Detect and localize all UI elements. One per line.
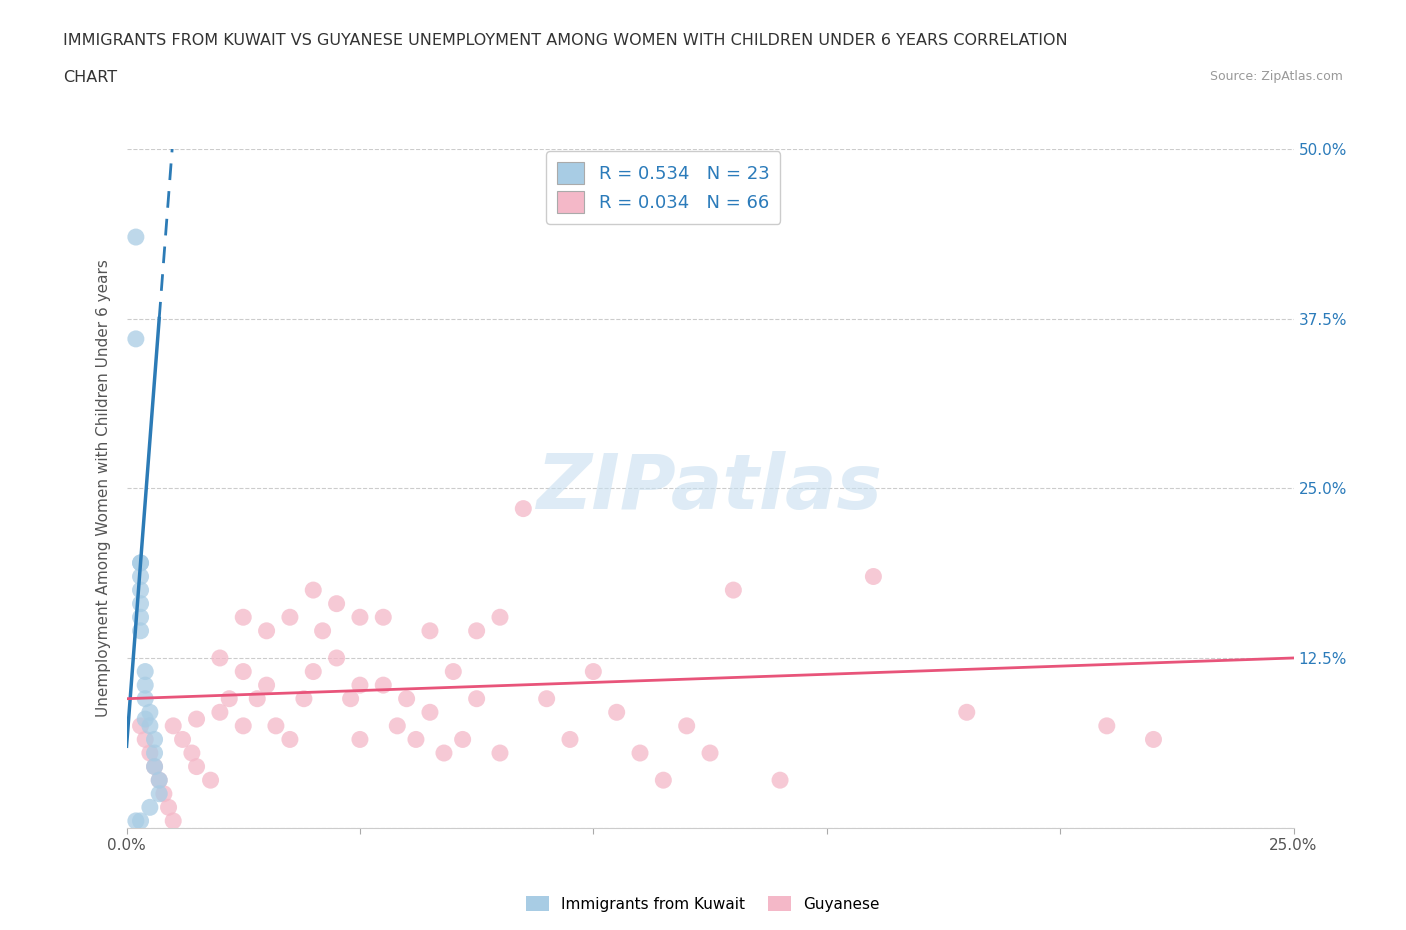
Point xyxy=(143,746,166,761)
Point xyxy=(218,691,240,706)
Point xyxy=(652,773,675,788)
Point xyxy=(129,596,152,611)
Point xyxy=(200,773,222,788)
Point xyxy=(278,610,301,625)
Point xyxy=(373,610,395,625)
Point xyxy=(339,691,361,706)
Point xyxy=(465,691,488,706)
Point xyxy=(232,719,254,734)
Point xyxy=(162,719,184,734)
Point xyxy=(512,501,534,516)
Point xyxy=(536,691,558,706)
Point xyxy=(148,773,170,788)
Point xyxy=(134,678,156,693)
Point xyxy=(302,664,325,679)
Point xyxy=(208,651,231,666)
Point xyxy=(186,759,208,774)
Point xyxy=(129,814,152,829)
Point xyxy=(148,773,170,788)
Point xyxy=(292,691,315,706)
Point xyxy=(699,746,721,761)
Point xyxy=(419,705,441,720)
Text: CHART: CHART xyxy=(63,70,117,85)
Point xyxy=(256,623,278,638)
Point xyxy=(278,732,301,747)
Point xyxy=(441,664,464,679)
Point xyxy=(489,746,512,761)
Point xyxy=(139,746,162,761)
Point xyxy=(433,746,456,761)
Point xyxy=(349,732,371,747)
Point xyxy=(162,814,184,829)
Point xyxy=(232,664,254,679)
Text: ZIPatlas: ZIPatlas xyxy=(537,451,883,525)
Point xyxy=(373,678,395,693)
Point xyxy=(172,732,194,747)
Point xyxy=(489,610,512,625)
Point xyxy=(129,555,152,570)
Point xyxy=(628,746,651,761)
Point xyxy=(419,623,441,638)
Point xyxy=(956,705,979,720)
Point xyxy=(129,623,152,638)
Point xyxy=(139,800,162,815)
Point xyxy=(186,711,208,726)
Point xyxy=(349,678,371,693)
Point xyxy=(311,623,333,638)
Point xyxy=(157,800,180,815)
Point xyxy=(606,705,628,720)
Legend: R = 0.534   N = 23, R = 0.034   N = 66: R = 0.534 N = 23, R = 0.034 N = 66 xyxy=(547,151,780,224)
Point xyxy=(180,746,202,761)
Point xyxy=(1095,719,1118,734)
Point xyxy=(395,691,418,706)
Point xyxy=(129,582,152,598)
Point xyxy=(125,814,148,829)
Point xyxy=(129,569,152,584)
Point xyxy=(208,705,231,720)
Point xyxy=(769,773,792,788)
Point xyxy=(325,651,347,666)
Text: IMMIGRANTS FROM KUWAIT VS GUYANESE UNEMPLOYMENT AMONG WOMEN WITH CHILDREN UNDER : IMMIGRANTS FROM KUWAIT VS GUYANESE UNEMP… xyxy=(63,33,1069,47)
Point xyxy=(143,732,166,747)
Point xyxy=(139,719,162,734)
Point xyxy=(582,664,605,679)
Point xyxy=(143,759,166,774)
Point xyxy=(153,787,176,802)
Point xyxy=(675,719,697,734)
Point xyxy=(264,719,287,734)
Point xyxy=(349,610,371,625)
Point xyxy=(134,711,156,726)
Point xyxy=(862,569,884,584)
Point xyxy=(723,582,745,598)
Point xyxy=(465,623,488,638)
Point xyxy=(405,732,427,747)
Y-axis label: Unemployment Among Women with Children Under 6 years: Unemployment Among Women with Children U… xyxy=(96,259,111,717)
Point xyxy=(134,664,156,679)
Text: Source: ZipAtlas.com: Source: ZipAtlas.com xyxy=(1209,70,1343,83)
Point xyxy=(387,719,409,734)
Legend: Immigrants from Kuwait, Guyanese: Immigrants from Kuwait, Guyanese xyxy=(520,889,886,918)
Point xyxy=(134,691,156,706)
Point xyxy=(129,610,152,625)
Point xyxy=(129,555,152,570)
Point xyxy=(125,230,148,245)
Point xyxy=(256,678,278,693)
Point xyxy=(232,610,254,625)
Point xyxy=(139,705,162,720)
Point xyxy=(246,691,269,706)
Point xyxy=(134,732,156,747)
Point xyxy=(143,759,166,774)
Point xyxy=(148,787,170,802)
Point xyxy=(325,596,347,611)
Point xyxy=(558,732,581,747)
Point xyxy=(451,732,474,747)
Point xyxy=(129,719,152,734)
Point xyxy=(302,582,325,598)
Point xyxy=(125,331,148,346)
Point xyxy=(1142,732,1164,747)
